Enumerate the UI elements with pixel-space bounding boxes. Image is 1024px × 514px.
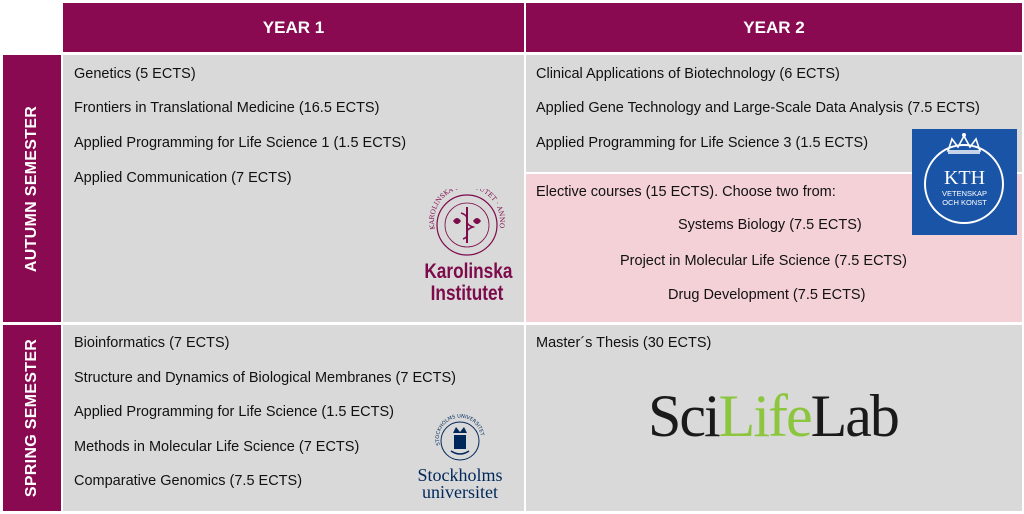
course-item: Clinical Applications of Biotechnology (… xyxy=(536,66,840,82)
stockholm-name-line2: universitet xyxy=(422,482,498,502)
karolinska-name-line2: Institutet xyxy=(430,282,504,305)
autumn-semester-label: AUTUMN SEMESTER xyxy=(3,55,61,322)
year2-header: YEAR 2 xyxy=(526,3,1022,52)
course-item: Applied Programming for Life Science (1.… xyxy=(74,404,394,420)
year1-header: YEAR 1 xyxy=(63,3,524,52)
karolinska-seal-icon: KAROLINSKA INSTITUTET · ANNO 1810 xyxy=(413,182,506,256)
spring-semester-text: SPRING SEMESTER xyxy=(23,338,40,498)
kth-crown-icon xyxy=(924,133,1004,224)
elective-option: Drug Development (7.5 ECTS) xyxy=(668,287,866,303)
scilifelab-part-lab: Lab xyxy=(810,383,900,449)
course-item: Comparative Genomics (7.5 ECTS) xyxy=(74,473,303,489)
autumn-semester-text: AUTUMN SEMESTER xyxy=(23,105,40,272)
course-item: Genetics (5 ECTS) xyxy=(74,66,196,82)
stockholm-seal-icon: STOCKHOLMS UNIVERSITET xyxy=(435,414,485,461)
autumn-year1-cell: Genetics (5 ECTS) Frontiers in Translati… xyxy=(63,55,524,322)
year2-header-label: YEAR 2 xyxy=(743,17,805,37)
course-item: Bioinformatics (7 ECTS) xyxy=(74,335,230,351)
spring-semester-label: SPRING SEMESTER xyxy=(3,325,61,511)
scilifelab-part-sci: Sci xyxy=(648,383,721,449)
stockholm-name-line1: Stockholms xyxy=(417,465,503,485)
elective-option: Systems Biology (7.5 ECTS) xyxy=(678,217,862,233)
elective-option: Project in Molecular Life Science (7.5 E… xyxy=(620,253,907,269)
course-item: Applied Gene Technology and Large-Scale … xyxy=(536,100,980,116)
karolinska-logo: KAROLINSKA INSTITUTET · ANNO 1810 Karoli… xyxy=(413,182,519,309)
kth-line2: OCH KONST xyxy=(942,198,987,207)
year1-header-label: YEAR 1 xyxy=(262,17,325,37)
course-item: Applied Programming for Life Science 3 (… xyxy=(536,135,869,151)
spring-year1-cell: Bioinformatics (7 ECTS) Structure and Dy… xyxy=(63,325,524,511)
scilifelab-part-life: Life xyxy=(718,383,813,449)
karolinska-name-line1: Karolinska xyxy=(424,260,513,283)
course-item: Applied Communication (7 ECTS) xyxy=(74,170,292,186)
scilifelab-logo: SciLifeLab xyxy=(648,381,928,451)
kth-logo: KTH VETENSKAP OCH KONST xyxy=(912,129,1017,235)
course-item: Frontiers in Translational Medicine (16.… xyxy=(74,100,380,116)
course-item: Methods in Molecular Life Science (7 ECT… xyxy=(74,439,360,455)
course-item: Structure and Dynamics of Biological Mem… xyxy=(74,370,456,386)
kth-name: KTH xyxy=(943,167,986,189)
course-item: Applied Programming for Life Science 1 (… xyxy=(74,135,407,151)
stockholm-university-logo: STOCKHOLMS UNIVERSITET Stockholms univer… xyxy=(401,413,519,505)
elective-intro: Elective courses (15 ECTS). Choose two f… xyxy=(536,184,836,200)
course-item: Master´s Thesis (30 ECTS) xyxy=(536,335,712,351)
kth-line1: VETENSKAP xyxy=(941,189,987,198)
spring-year2-cell: Master´s Thesis (30 ECTS) SciLifeLab xyxy=(526,325,1022,511)
